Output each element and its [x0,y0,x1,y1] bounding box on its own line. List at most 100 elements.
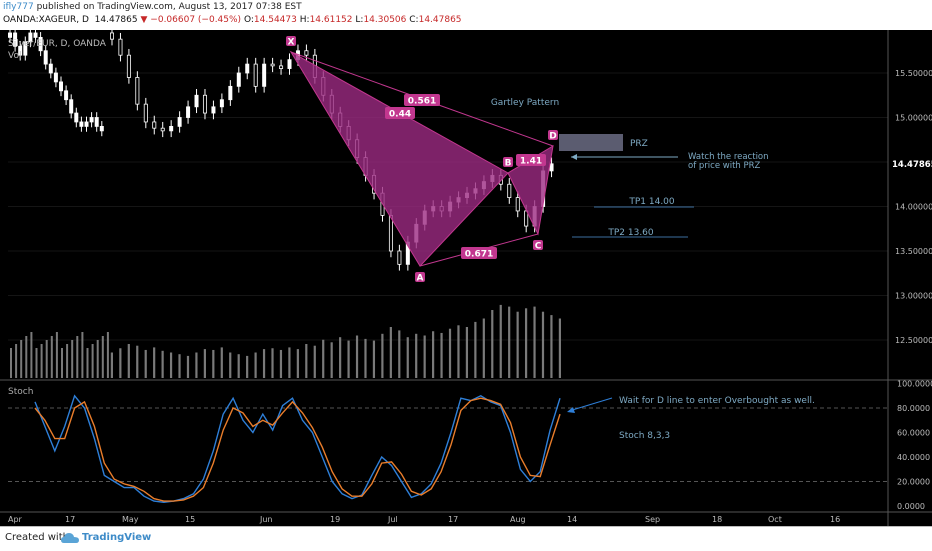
chart-svg[interactable]: X A B C D 0.561 0.44 0.671 1.41 Gartley Pattern P… [0,26,932,526]
pattern-point-marker [286,36,296,46]
stoch-series-line [34,397,561,502]
candle-body [270,63,275,67]
down-arrow-icon: ▼ [140,15,148,25]
volume-bar [86,348,89,378]
candle-body [69,99,74,114]
volume-bar [127,344,130,378]
ratio-label: 0.561 [408,97,436,107]
time-tick-label: 18 [712,515,722,524]
time-tick-label: 15 [185,515,195,524]
created-with-text: Created with [5,532,69,543]
time-tick-label: Jun [259,515,273,524]
change-value: −0.06607 (−0.45%) [150,15,242,25]
volume-bar [186,355,190,378]
symbol-label: OANDA:XAGEUR, D [3,15,89,25]
volume-bar [508,306,511,378]
chart-area[interactable]: X A B C D 0.561 0.44 0.671 1.41 Gartley Pattern P… [0,26,932,526]
candle-body [194,94,199,108]
volume-bar [45,340,48,378]
tradingview-brand[interactable]: TradingView [82,532,152,543]
volume-bar [482,318,485,378]
volume-bar [541,311,545,378]
volume-bar [313,345,316,378]
volume-bar [106,332,109,378]
time-tick-label: Oct [768,515,782,524]
volume-bar [96,340,99,378]
candle-body [18,45,23,56]
volume-bar [364,338,367,378]
candle-body [160,127,165,132]
ratio-label: 0.671 [465,250,493,260]
volume-bar [40,344,43,378]
candle-body [43,50,48,65]
publish-info: ifly777 published on TradingView.com, Au… [3,2,302,12]
stoch-tick-label: 20.0000 [897,478,930,487]
stoch-params: Stoch 8,3,3 [619,431,670,441]
candle-body [169,126,174,132]
time-tick-label: Apr [8,515,23,524]
candle-body [110,32,115,40]
time-tick-label: Sep [645,515,660,524]
pattern-point-label: A [417,274,424,284]
candle-body [388,214,393,252]
low-value: 14.30506 [363,15,407,25]
volume-bar [237,354,240,378]
chart-title: Silver/EUR, D, OANDA [8,39,107,49]
price-tick-label: 12.50000 [895,336,932,345]
low-label: L: [355,15,364,25]
arrow-icon [567,407,575,413]
stoch-note-arrow-line [568,397,613,412]
time-tick-label: 17 [448,515,458,524]
volume-bar [558,318,561,378]
volume-bar [195,352,198,378]
publication-header: ifly777 published on TradingView.com, Au… [0,0,932,30]
volume-bar [110,352,113,378]
volume-bar [491,310,494,378]
candle-body [28,32,33,43]
volume-bar [533,306,536,378]
candle-body [48,63,53,74]
candle-body [33,32,38,38]
author-link[interactable]: ifly777 [3,2,34,12]
pattern-point-marker [503,157,513,167]
stoch-pane: Stoch Stoch 8,3,3 Wait for D line to enter… [8,387,888,504]
candle-body [135,77,140,105]
volume-bar [71,340,74,378]
ratio-badge [461,247,497,259]
stoch-series-line [34,394,561,504]
pattern-point-label: C [535,242,542,252]
stoch-tick-label: 80.0000 [897,404,930,413]
volume-bar [262,349,266,378]
candle-body [228,85,233,101]
time-tick-label: Jul [387,515,398,524]
prz-box [559,134,623,151]
stoch-tick-label: 100.0000 [897,380,932,389]
time-tick-label: 19 [330,515,340,524]
volume-bar [254,352,257,378]
stoch-note: Wait for D line to enter Overbought as w… [619,396,815,406]
stoch-tick-label: 0.0000 [897,502,925,511]
candle-body [64,90,69,101]
ratio-badge [516,154,546,166]
candle-body [94,117,99,127]
tp1-label: TP1 14.00 [628,197,675,207]
price-tick-label: 13.00000 [895,292,932,301]
high-value: 14.61152 [309,15,353,25]
volume-bar [305,344,308,378]
last-price: 14.47865 [94,15,138,25]
volume-bar [406,337,409,378]
volume-bar [296,349,299,378]
candle-body [118,38,123,56]
ratio-badge [385,107,415,119]
reaction-note-line2: of price with PRZ [688,161,761,171]
candle-body [79,121,84,127]
volume-bar [203,349,206,378]
open-value: 14.54473 [253,15,297,25]
price-tick-label: 15.50000 [895,69,932,78]
gartley-pattern[interactable]: X A B C D 0.561 0.44 0.671 1.41 [286,36,558,284]
candle-body [253,63,258,87]
arrow-icon [571,154,577,160]
volume-bar [440,332,443,378]
volume-bar [169,352,173,378]
volume-bar [246,355,249,378]
